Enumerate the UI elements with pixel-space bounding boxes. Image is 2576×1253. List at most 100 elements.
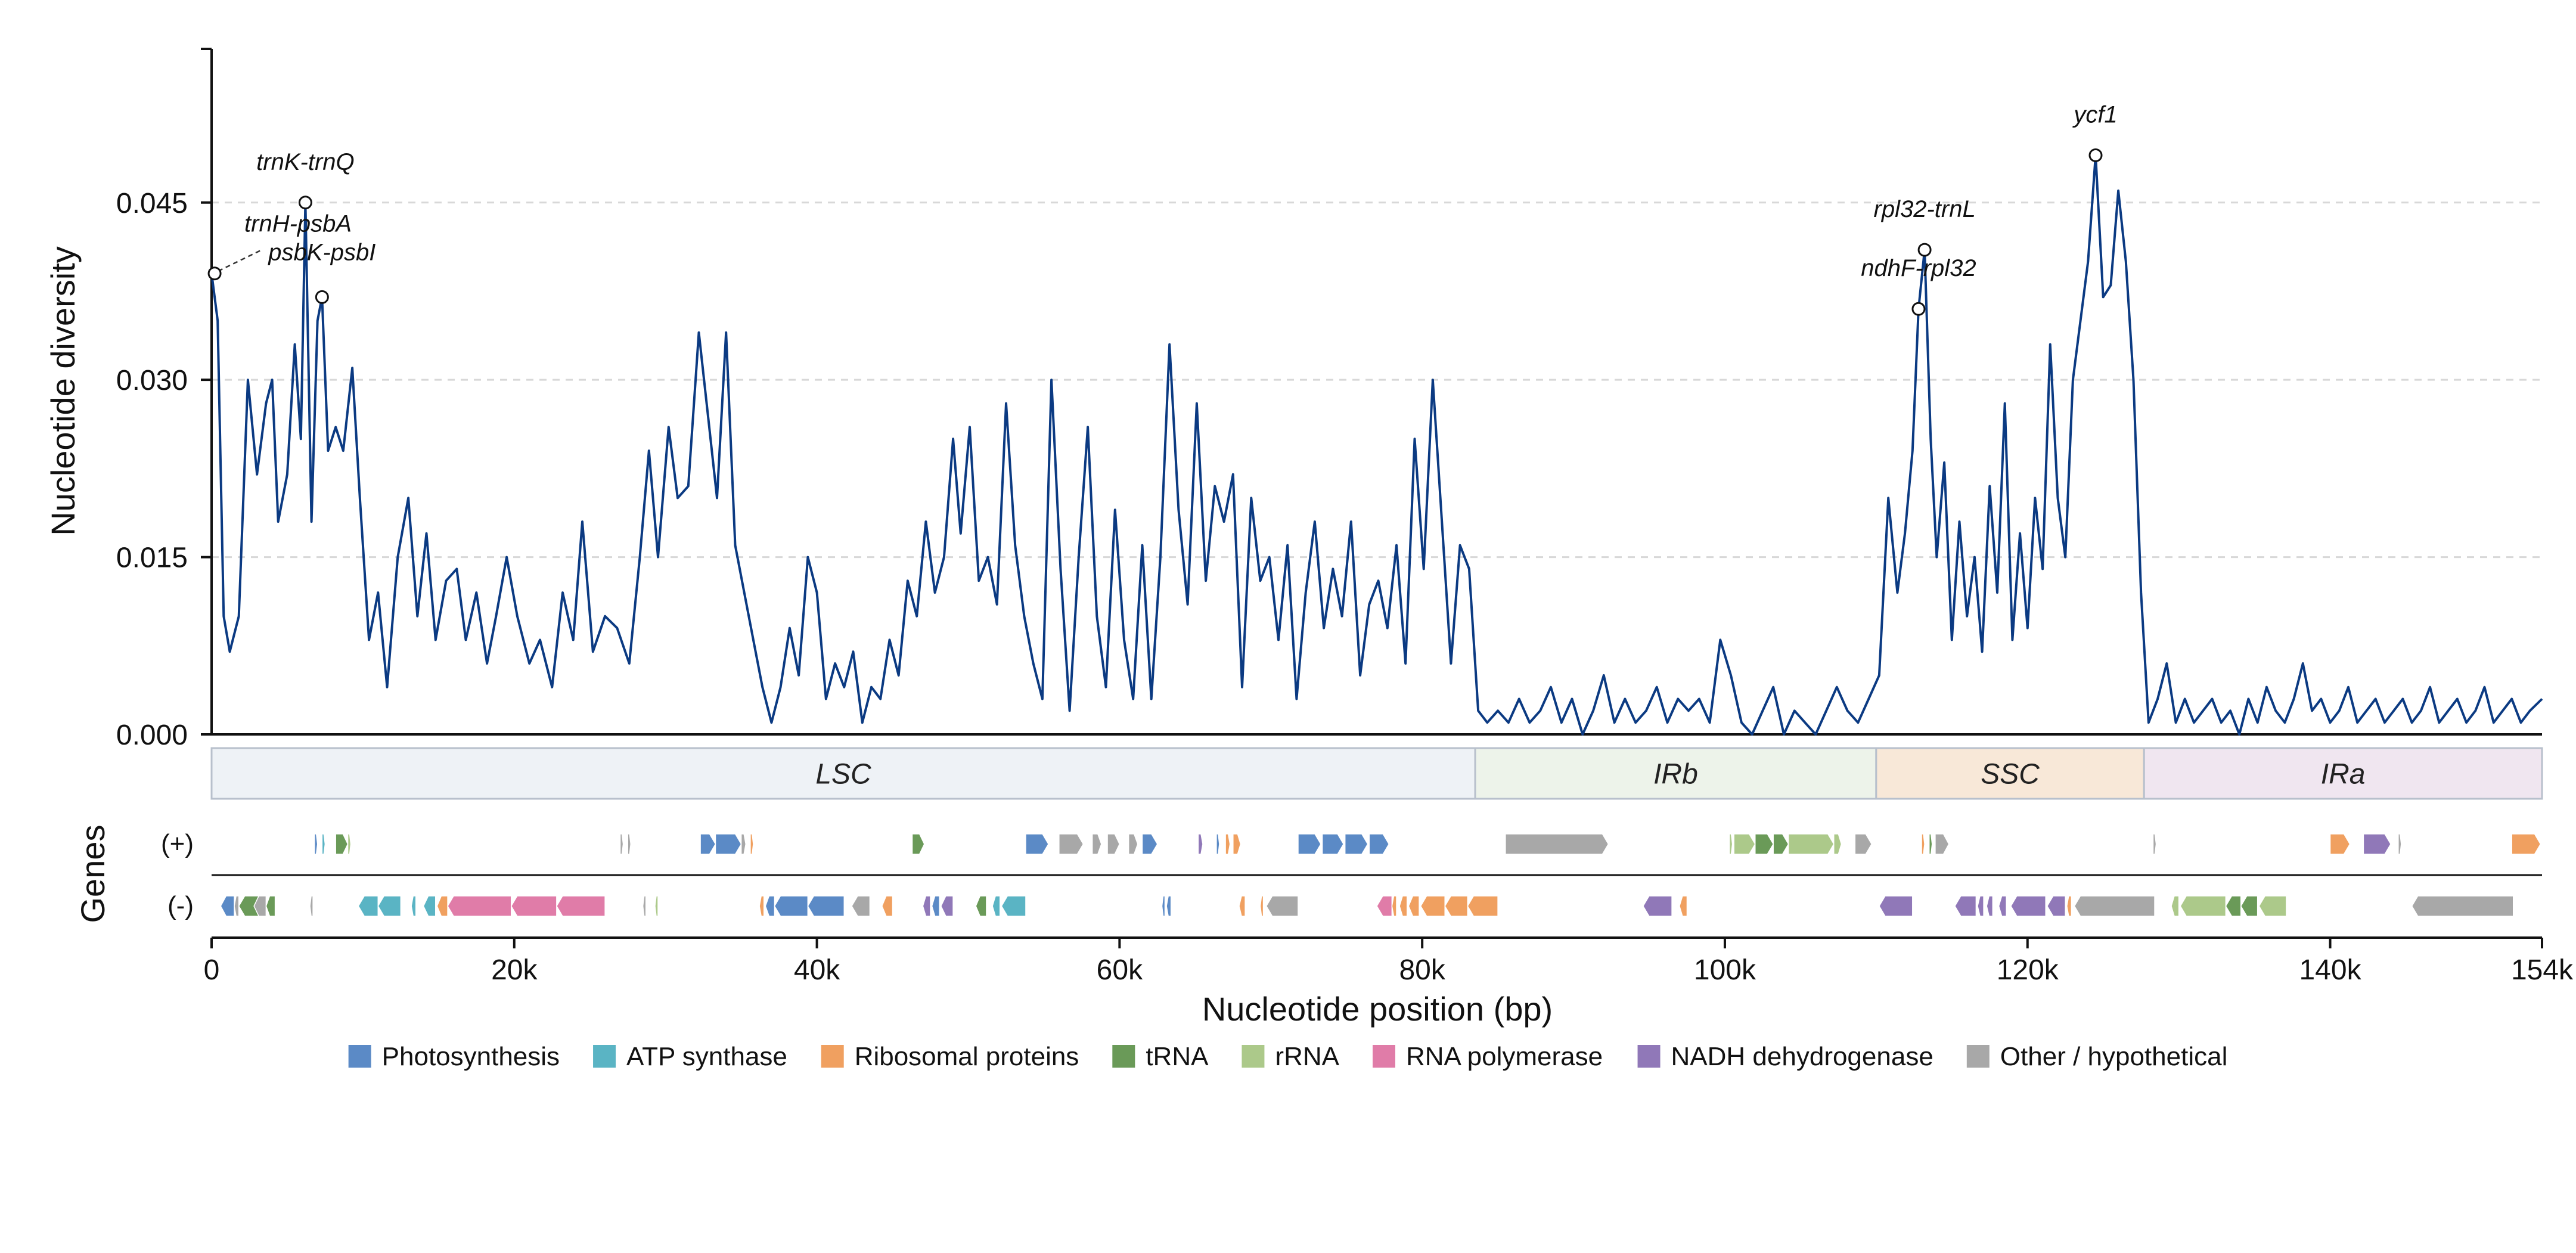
x-tick-label-2: 40k [794, 954, 840, 986]
annotation-marker-trnh-psba [207, 266, 222, 281]
gene-plus-13-other-hypothetical [1091, 833, 1102, 855]
gene-minus-30-ribosomal-proteins [1239, 895, 1246, 917]
legend: Photosynthesis ATP synthase Ribosomal prot… [348, 1042, 2228, 1071]
region-bar: LSC IRb SSC IRa [210, 747, 2543, 800]
gene-plus-6-photosynthesis [700, 833, 716, 855]
gene-plus-36-other-hypothetical [2152, 833, 2157, 855]
gene-plus-21-photosynthesis [1298, 833, 1321, 855]
gene-plus-24-photosynthesis [1368, 833, 1390, 855]
gene-minus-37-ribosomal-proteins [1420, 895, 1446, 917]
legend-label-rna-polymerase: RNA polymerase [1406, 1042, 1603, 1071]
gene-minus-35-ribosomal-proteins [1399, 895, 1408, 917]
region-lsc [210, 747, 1476, 800]
legend-swatch-rna-polymerase [1372, 1045, 1395, 1068]
y-tick-label-2: 0.030 [116, 365, 188, 396]
legend-swatch-ribosomal-proteins [821, 1045, 844, 1068]
gene-plus-29-trna [1773, 833, 1789, 855]
gene-plus-35-other-hypothetical [1935, 833, 1950, 855]
diversity-line-0 [210, 154, 2543, 736]
legend-label-trna: tRNA [1146, 1042, 1209, 1071]
legend-swatch-photosynthesis [348, 1045, 371, 1068]
gene-minus-1-other-hypothetical [234, 895, 240, 917]
gene-minus-29-photosynthesis [1166, 895, 1172, 917]
diversity-series [210, 154, 2543, 736]
x-axis-title: Nucleotide position (bp) [1202, 990, 1553, 1028]
x-tick-label-7: 140k [2299, 954, 2361, 986]
gene-plus-31-rrna [1833, 833, 1842, 855]
gene-minus-27-atp-synthase [1001, 895, 1026, 917]
region-label-irb: IRb [1653, 759, 1698, 790]
legend-label-rrna: rRNA [1275, 1042, 1339, 1071]
gene-plus-25-other-hypothetical [1505, 833, 1609, 855]
annotation-label-rpl32-trnl: rpl32-trnL [1874, 196, 1976, 222]
gene-minus-11-rna-polymerase [447, 895, 512, 917]
gene-plus-28-trna [1754, 833, 1774, 855]
gene-minus-20-other-hypothetical [851, 895, 871, 917]
gene-minus-8-atp-synthase [411, 895, 417, 917]
gene-plus-33-ribosomal-proteins [1921, 833, 1925, 855]
gene-minus-19-photosynthesis [807, 895, 845, 917]
gene-minus-41-ribosomal-proteins [1679, 895, 1688, 917]
legend-label-other-hypothetical: Other / hypothetical [2000, 1042, 2228, 1071]
gene-minus-51-rrna [2171, 895, 2180, 917]
gene-minus-43-nadh-dehydrogenase [1954, 895, 1977, 917]
x-tick-label-5: 100k [1694, 954, 1756, 986]
legend-label-atp-synthase: ATP synthase [626, 1042, 787, 1071]
gene-minus-36-ribosomal-proteins [1408, 895, 1420, 917]
gene-plus-27-rrna [1733, 833, 1756, 855]
y-axis-title: Nucleotide diversity [44, 246, 82, 536]
y-tick-label-1: 0.015 [116, 542, 188, 574]
gene-minus-14-other-hypothetical [642, 895, 647, 917]
x-tick-label-6: 120k [1997, 954, 2059, 986]
gene-minus-28-photosynthesis [1161, 895, 1166, 917]
legend-swatch-atp-synthase [593, 1045, 616, 1068]
gene-plus-32-other-hypothetical [1854, 833, 1873, 855]
gene-plus-20-ribosomal-proteins [1233, 833, 1242, 855]
gene-minus-23-photosynthesis [931, 895, 940, 917]
gene-tracks: (+) (-) [161, 829, 2542, 920]
annotation-label-trnk-trnq: trnK-trnQ [256, 149, 354, 175]
gene-plus-1-atp-synthase [321, 833, 326, 855]
gene-minus-48-nadh-dehydrogenase [2046, 895, 2066, 917]
gene-minus-26-atp-synthase [992, 895, 1001, 917]
gene-minus-50-other-hypothetical [2074, 895, 2155, 917]
gene-minus-3-other-hypothetical [253, 895, 267, 917]
gene-plus-3-rrna [347, 833, 352, 855]
gene-plus-39-other-hypothetical [2398, 833, 2402, 855]
gene-minus-17-photosynthesis [765, 895, 775, 917]
annotation-marker-ycf1 [2088, 148, 2103, 162]
strand-label-plus: (+) [161, 829, 194, 858]
gene-plus-17-nadh-dehydrogenase [1197, 833, 1203, 855]
gene-plus-34-trna [1928, 833, 1933, 855]
gene-plus-4-other-hypothetical [619, 833, 624, 855]
gene-plus-14-other-hypothetical [1107, 833, 1121, 855]
region-ssc [1875, 747, 2145, 800]
gene-minus-15-rrna [654, 895, 659, 917]
gene-plus-16-photosynthesis [1141, 833, 1158, 855]
gene-minus-54-trna [2240, 895, 2258, 917]
legend-swatch-rrna [1242, 1045, 1265, 1068]
gene-plus-12-other-hypothetical [1059, 833, 1084, 855]
gene-minus-4-trna [265, 895, 276, 917]
legend-swatch-nadh-dehydrogenase [1637, 1045, 1661, 1068]
legend-label-ribosomal-proteins: Ribosomal proteins [855, 1042, 1079, 1071]
gene-plus-7-photosynthesis [715, 833, 742, 855]
x-tick-label-1: 20k [491, 954, 538, 986]
gene-plus-30-rrna [1787, 833, 1835, 855]
gene-minus-12-rna-polymerase [510, 895, 557, 917]
gene-minus-9-atp-synthase [423, 895, 436, 917]
gene-minus-38-ribosomal-proteins [1444, 895, 1469, 917]
gene-plus-38-nadh-dehydrogenase [2363, 833, 2391, 855]
gene-plus-37-ribosomal-proteins [2329, 833, 2351, 855]
gene-minus-22-nadh-dehydrogenase [922, 895, 931, 917]
grid-lines [212, 201, 2542, 559]
gene-plus-10-trna [911, 833, 925, 855]
legend-swatch-trna [1112, 1045, 1135, 1068]
gene-minus-56-other-hypothetical [2411, 895, 2514, 917]
gene-minus-18-photosynthesis [774, 895, 809, 917]
gene-plus-15-other-hypothetical [1128, 833, 1138, 855]
gene-minus-39-ribosomal-proteins [1467, 895, 1498, 917]
gene-minus-47-nadh-dehydrogenase [2010, 895, 2046, 917]
annotation-marker-trnk-trnq [298, 196, 312, 210]
